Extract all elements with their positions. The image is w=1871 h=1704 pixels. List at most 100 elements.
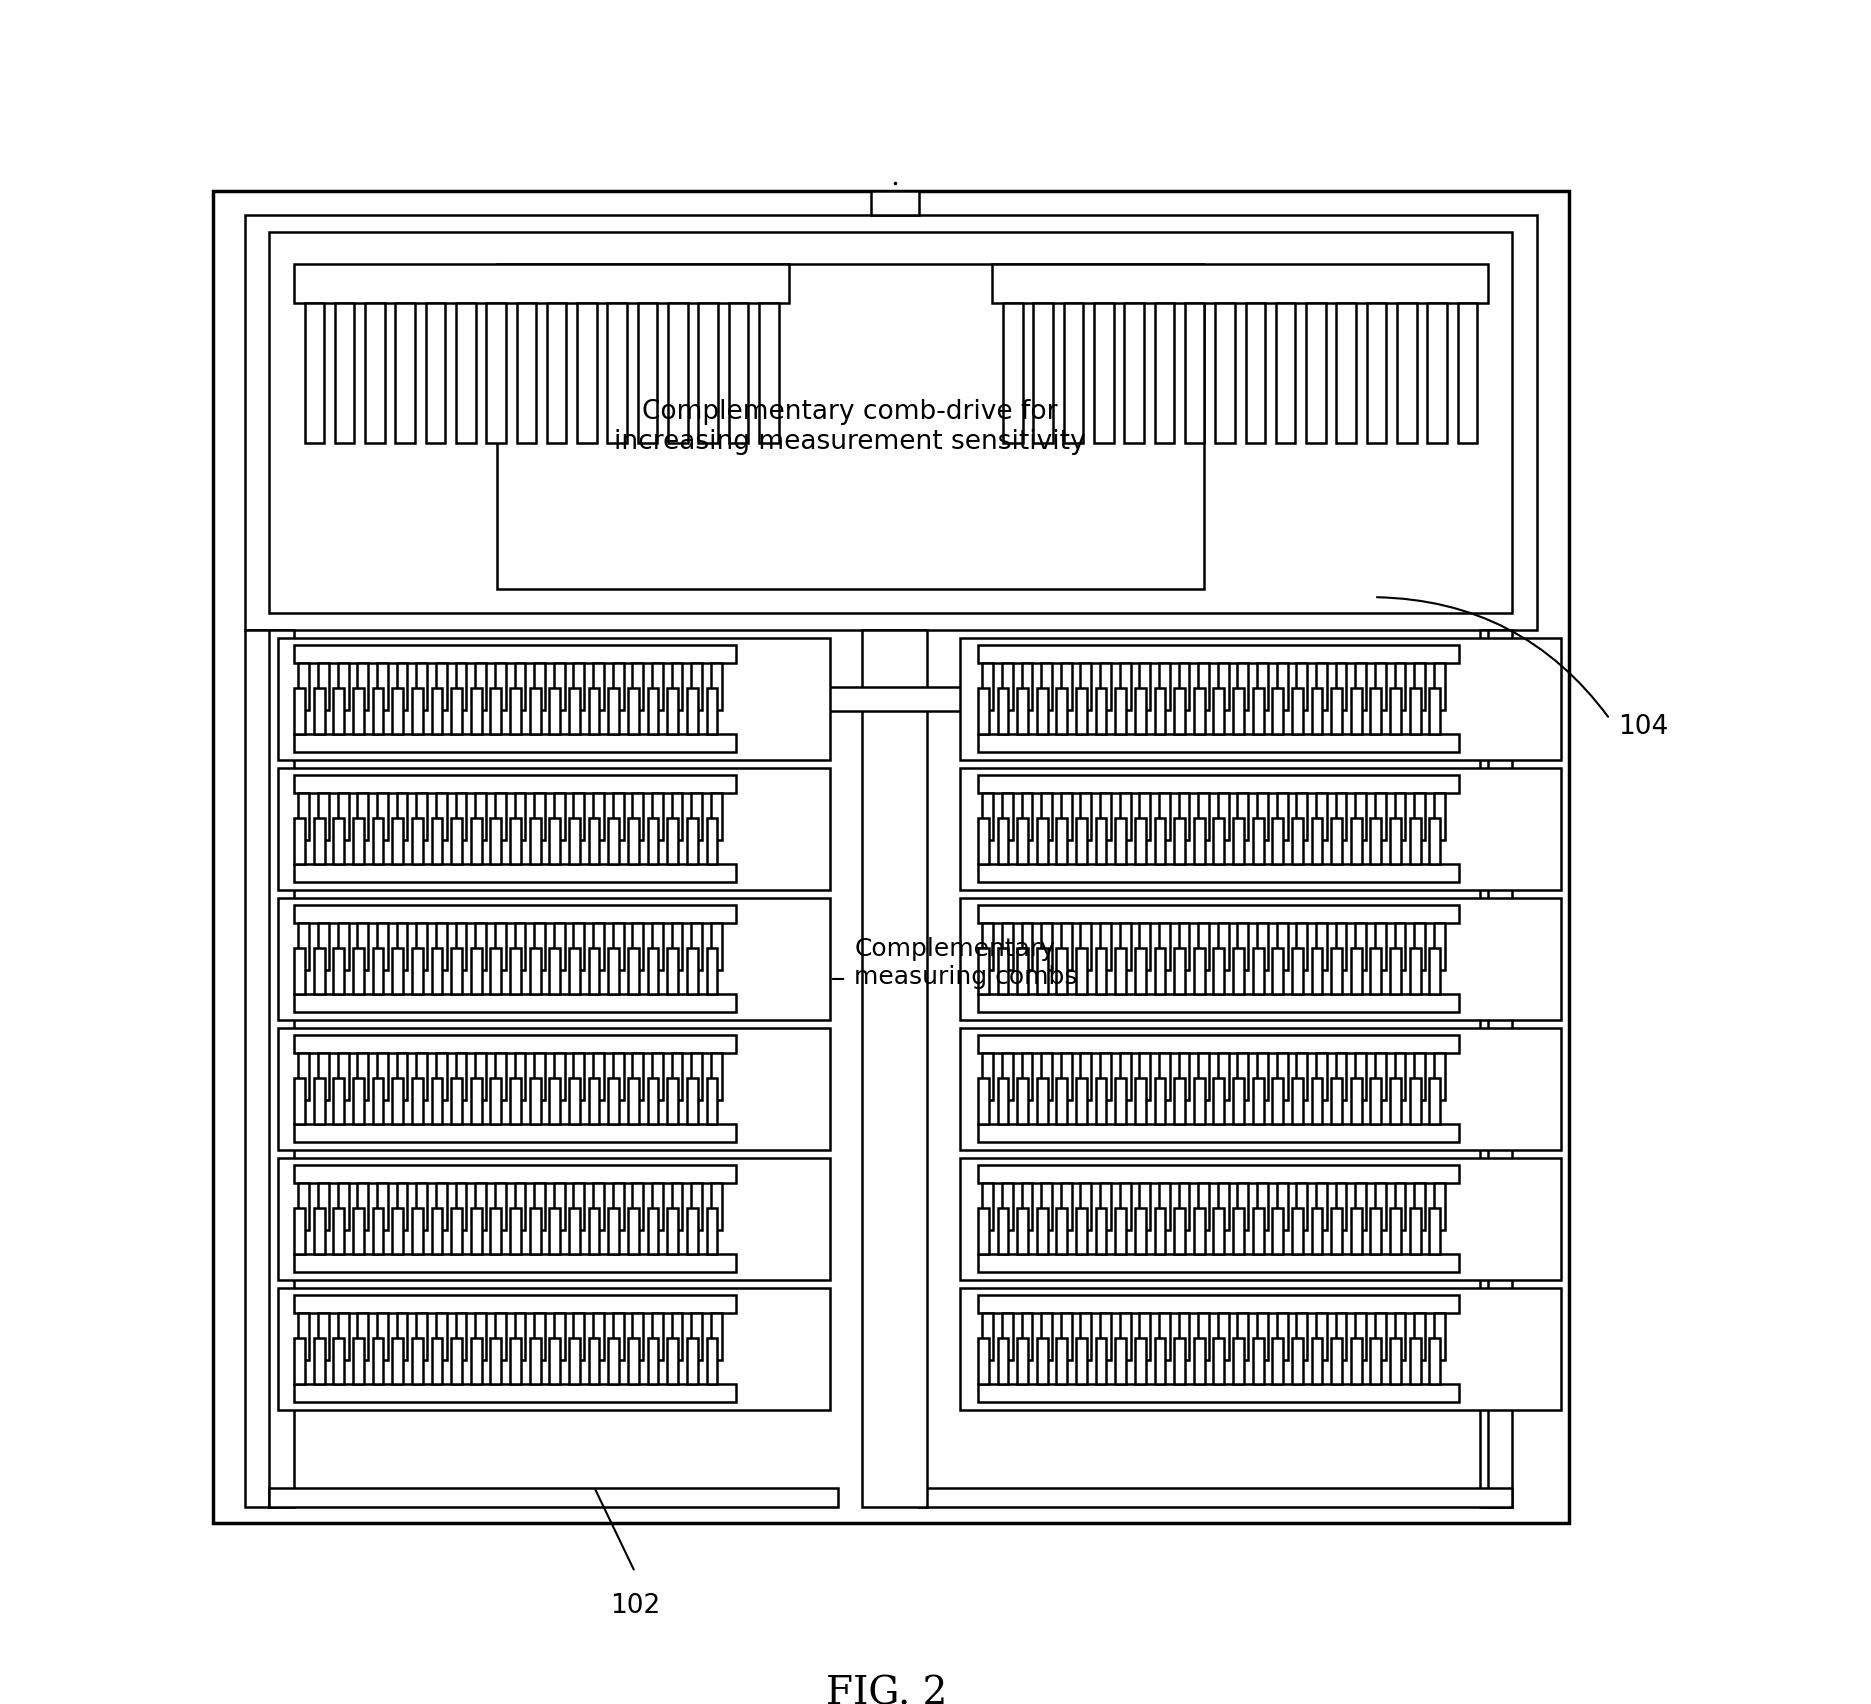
Bar <box>1040 1314 1052 1360</box>
Bar <box>1080 663 1091 709</box>
Bar <box>1233 1208 1244 1254</box>
Bar <box>1184 303 1205 443</box>
Bar <box>1096 1338 1106 1384</box>
Bar <box>1276 663 1287 709</box>
Bar <box>277 1157 831 1280</box>
Bar <box>1375 663 1386 709</box>
Bar <box>1175 1077 1184 1125</box>
Bar <box>1119 1053 1130 1099</box>
Bar <box>1154 1208 1166 1254</box>
Bar <box>612 794 623 840</box>
Bar <box>979 688 988 734</box>
Bar <box>1003 1053 1012 1099</box>
Bar <box>1061 924 1072 970</box>
Bar <box>1018 688 1027 734</box>
Bar <box>1336 1053 1347 1099</box>
Bar <box>1139 1314 1151 1360</box>
Bar <box>1037 1077 1048 1125</box>
Bar <box>1355 1183 1366 1230</box>
Bar <box>707 947 717 993</box>
Bar <box>393 818 402 864</box>
Bar <box>1332 1077 1342 1125</box>
Bar <box>1040 924 1052 970</box>
Bar <box>1276 794 1287 840</box>
Bar <box>672 1314 683 1360</box>
Bar <box>1355 1314 1366 1360</box>
Bar <box>294 264 790 303</box>
Bar <box>982 663 994 709</box>
Bar <box>1057 818 1066 864</box>
Bar <box>1332 1338 1342 1384</box>
Bar <box>1100 924 1111 970</box>
Bar <box>1237 794 1248 840</box>
Bar <box>1257 1314 1269 1360</box>
Bar <box>632 924 644 970</box>
Bar <box>299 1053 309 1099</box>
Bar <box>1100 663 1111 709</box>
Text: Complementary
measuring combs: Complementary measuring combs <box>855 937 1078 988</box>
Bar <box>608 1208 619 1254</box>
Bar <box>294 1034 735 1053</box>
Bar <box>960 769 1560 889</box>
Bar <box>1037 1208 1048 1254</box>
Bar <box>997 1338 1008 1384</box>
Bar <box>427 303 445 443</box>
Bar <box>393 1077 402 1125</box>
Bar <box>668 1208 677 1254</box>
Bar <box>511 1338 520 1384</box>
Bar <box>629 1338 638 1384</box>
Bar <box>1394 1183 1405 1230</box>
Bar <box>960 1288 1560 1409</box>
Bar <box>333 947 344 993</box>
Bar <box>997 818 1008 864</box>
Bar <box>436 924 447 970</box>
Bar <box>1351 688 1362 734</box>
Bar <box>1332 947 1342 993</box>
Bar <box>707 818 717 864</box>
Bar <box>1080 1053 1091 1099</box>
Bar <box>1370 688 1381 734</box>
Bar <box>1276 303 1295 443</box>
Bar <box>1214 1077 1224 1125</box>
Bar <box>979 1125 1459 1142</box>
Bar <box>1414 663 1426 709</box>
Bar <box>1003 663 1012 709</box>
Bar <box>1433 1053 1444 1099</box>
Bar <box>1061 794 1072 840</box>
Bar <box>1272 1338 1284 1384</box>
Bar <box>1022 1314 1033 1360</box>
Bar <box>269 232 1512 613</box>
Bar <box>979 1166 1459 1183</box>
Bar <box>1390 1077 1401 1125</box>
Bar <box>608 1338 619 1384</box>
Bar <box>593 794 604 840</box>
Bar <box>1312 947 1323 993</box>
Bar <box>1022 1183 1033 1230</box>
Bar <box>1018 1338 1027 1384</box>
Bar <box>1124 303 1143 443</box>
Bar <box>339 924 348 970</box>
Bar <box>1136 688 1145 734</box>
Bar <box>294 993 735 1012</box>
Bar <box>647 947 659 993</box>
Bar <box>490 1077 501 1125</box>
Bar <box>1216 303 1235 443</box>
Bar <box>457 1183 466 1230</box>
Bar <box>1336 1183 1347 1230</box>
Bar <box>863 630 928 1506</box>
Bar <box>294 775 735 794</box>
Bar <box>550 1208 559 1254</box>
Bar <box>982 794 994 840</box>
Bar <box>354 1338 363 1384</box>
Bar <box>412 1338 423 1384</box>
Bar <box>960 1028 1560 1150</box>
Bar <box>997 947 1008 993</box>
Bar <box>1390 688 1401 734</box>
Bar <box>1080 794 1091 840</box>
Bar <box>529 688 541 734</box>
Text: Complementary comb-drive for
increasing measurement sensitivity: Complementary comb-drive for increasing … <box>614 399 1085 455</box>
Bar <box>647 688 659 734</box>
Bar <box>339 1053 348 1099</box>
Bar <box>372 1077 384 1125</box>
Bar <box>698 303 718 443</box>
